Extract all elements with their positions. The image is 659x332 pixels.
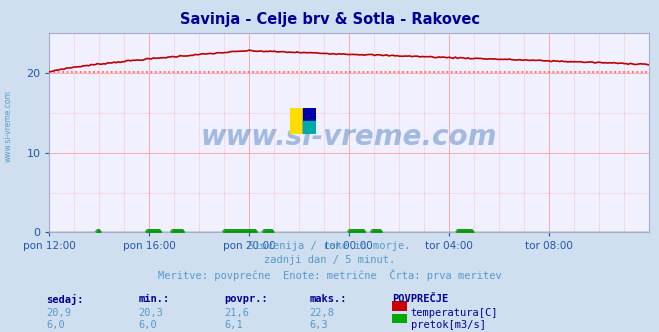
Text: pretok[m3/s]: pretok[m3/s]	[411, 320, 486, 330]
Text: sedaj:: sedaj:	[46, 294, 84, 305]
Text: www.si-vreme.com: www.si-vreme.com	[4, 90, 13, 162]
Bar	[303, 121, 316, 134]
Text: POVPREČJE: POVPREČJE	[392, 294, 448, 304]
Text: Savinja - Celje brv & Sotla - Rakovec: Savinja - Celje brv & Sotla - Rakovec	[179, 12, 480, 27]
Text: www.si-vreme.com: www.si-vreme.com	[201, 123, 498, 151]
Text: temperatura[C]: temperatura[C]	[411, 308, 498, 318]
Text: 6,0: 6,0	[46, 320, 65, 330]
Text: 20,3: 20,3	[138, 308, 163, 318]
Text: maks.:: maks.:	[310, 294, 347, 304]
Text: povpr.:: povpr.:	[224, 294, 268, 304]
Text: min.:: min.:	[138, 294, 169, 304]
Bar	[290, 108, 303, 134]
Text: Meritve: povprečne  Enote: metrične  Črta: prva meritev: Meritve: povprečne Enote: metrične Črta:…	[158, 269, 501, 281]
Text: 6,3: 6,3	[310, 320, 328, 330]
Text: 22,8: 22,8	[310, 308, 335, 318]
Text: 20,9: 20,9	[46, 308, 71, 318]
Text: 6,0: 6,0	[138, 320, 157, 330]
Text: Slovenija / reke in morje.: Slovenija / reke in morje.	[248, 241, 411, 251]
Bar	[303, 108, 316, 134]
Text: 6,1: 6,1	[224, 320, 243, 330]
Text: 21,6: 21,6	[224, 308, 249, 318]
Text: zadnji dan / 5 minut.: zadnji dan / 5 minut.	[264, 255, 395, 265]
